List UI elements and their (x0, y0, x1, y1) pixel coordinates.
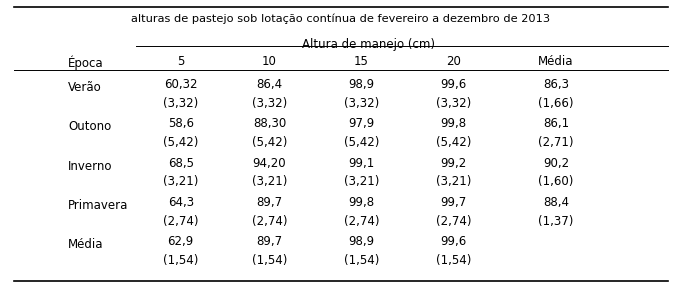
Text: (5,42): (5,42) (344, 136, 379, 149)
Text: 89,7: 89,7 (256, 196, 282, 209)
Text: (2,71): (2,71) (538, 136, 574, 149)
Text: 10: 10 (262, 55, 277, 68)
Text: 99,6: 99,6 (441, 78, 466, 91)
Text: 88,30: 88,30 (253, 117, 286, 130)
Text: (1,54): (1,54) (344, 254, 379, 267)
Text: 97,9: 97,9 (349, 117, 374, 130)
Text: (1,66): (1,66) (538, 97, 574, 110)
Text: 86,1: 86,1 (543, 117, 569, 130)
Text: (1,37): (1,37) (538, 215, 574, 228)
Text: Época: Época (68, 55, 104, 70)
Text: 58,6: 58,6 (168, 117, 194, 130)
Text: (3,21): (3,21) (344, 175, 379, 188)
Text: 5: 5 (177, 55, 184, 68)
Text: 99,2: 99,2 (441, 157, 466, 170)
Text: 20: 20 (446, 55, 461, 68)
Text: 86,3: 86,3 (543, 78, 569, 91)
Text: 68,5: 68,5 (168, 157, 194, 170)
Text: (3,21): (3,21) (436, 175, 471, 188)
Text: (2,74): (2,74) (252, 215, 287, 228)
Text: 15: 15 (354, 55, 369, 68)
Text: (3,32): (3,32) (344, 97, 379, 110)
Text: (3,32): (3,32) (252, 97, 287, 110)
Text: (3,32): (3,32) (163, 97, 198, 110)
Text: Primavera: Primavera (68, 199, 129, 212)
Text: Média: Média (538, 55, 574, 68)
Text: Altura de manejo (cm): Altura de manejo (cm) (301, 38, 435, 51)
Text: Verão: Verão (68, 81, 102, 94)
Text: (1,54): (1,54) (436, 254, 471, 267)
Text: (3,21): (3,21) (252, 175, 287, 188)
Text: 98,9: 98,9 (349, 235, 374, 248)
Text: 90,2: 90,2 (543, 157, 569, 170)
Text: (5,42): (5,42) (252, 136, 287, 149)
Text: 89,7: 89,7 (256, 235, 282, 248)
Text: (5,42): (5,42) (163, 136, 198, 149)
Text: 60,32: 60,32 (164, 78, 198, 91)
Text: 98,9: 98,9 (349, 78, 374, 91)
Text: (3,32): (3,32) (436, 97, 471, 110)
Text: (2,74): (2,74) (163, 215, 198, 228)
Text: Inverno: Inverno (68, 160, 113, 173)
Text: 64,3: 64,3 (168, 196, 194, 209)
Text: (5,42): (5,42) (436, 136, 471, 149)
Text: 94,20: 94,20 (252, 157, 286, 170)
Text: 99,6: 99,6 (441, 235, 466, 248)
Text: 86,4: 86,4 (256, 78, 282, 91)
Text: Outono: Outono (68, 120, 111, 133)
Text: 62,9: 62,9 (168, 235, 194, 248)
Text: 99,8: 99,8 (441, 117, 466, 130)
Text: (3,21): (3,21) (163, 175, 198, 188)
Text: 88,4: 88,4 (543, 196, 569, 209)
Text: (1,54): (1,54) (163, 254, 198, 267)
Text: (1,54): (1,54) (252, 254, 287, 267)
Text: alturas de pastejo sob lotação contínua de fevereiro a dezembro de 2013: alturas de pastejo sob lotação contínua … (132, 13, 550, 23)
Text: (1,60): (1,60) (538, 175, 574, 188)
Text: (2,74): (2,74) (436, 215, 471, 228)
Text: (2,74): (2,74) (344, 215, 379, 228)
Text: 99,8: 99,8 (349, 196, 374, 209)
Text: Média: Média (68, 238, 104, 251)
Text: 99,7: 99,7 (441, 196, 466, 209)
Text: 99,1: 99,1 (349, 157, 374, 170)
